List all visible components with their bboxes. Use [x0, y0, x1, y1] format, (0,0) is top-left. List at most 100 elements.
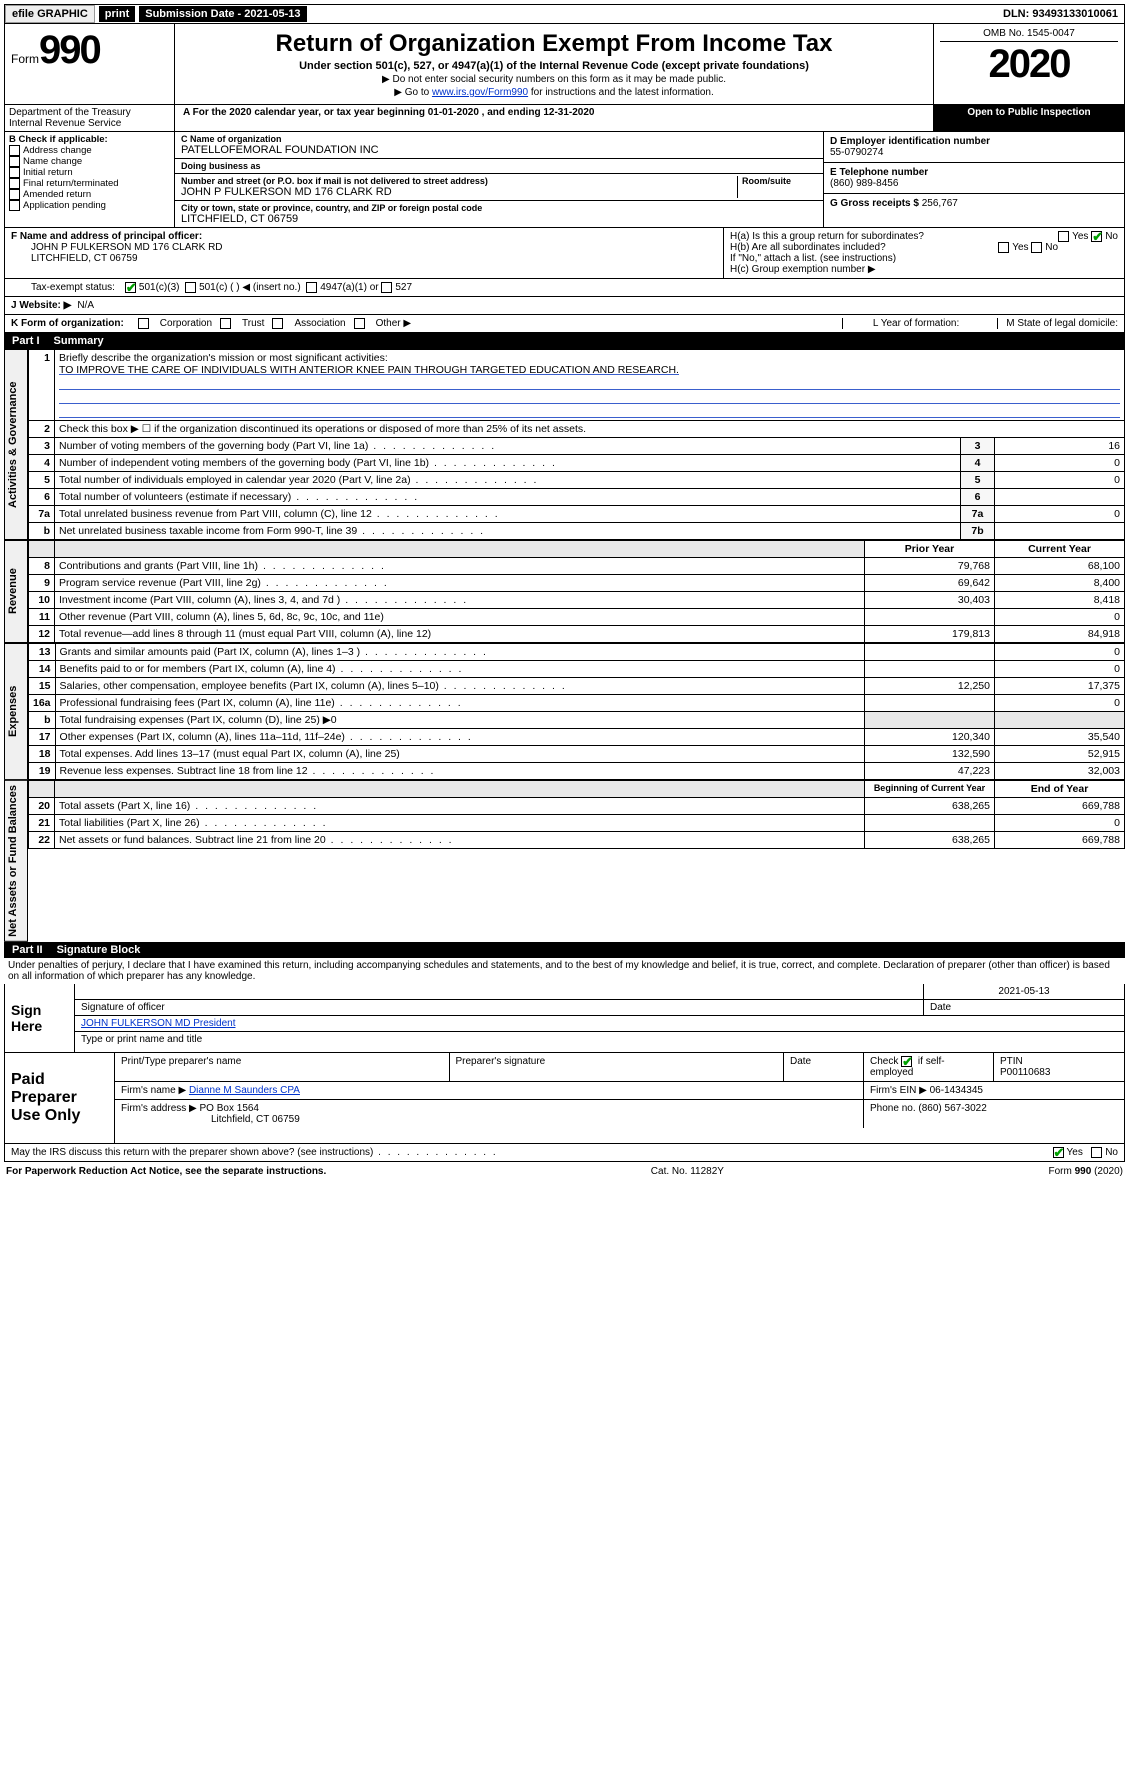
chk-ha-yes[interactable] — [1058, 231, 1069, 242]
discuss-row: May the IRS discuss this return with the… — [4, 1144, 1125, 1162]
l15-py: 12,250 — [865, 678, 995, 695]
efile-badge: efile GRAPHIC — [5, 5, 95, 23]
chk-527[interactable] — [381, 282, 392, 293]
chk-other[interactable] — [354, 318, 365, 329]
print-button[interactable]: print — [99, 6, 135, 22]
box-i: Tax-exempt status: 501(c)(3) 501(c) ( ) … — [4, 279, 1125, 297]
paid-preparer-block: Paid Preparer Use Only Print/Type prepar… — [4, 1053, 1125, 1144]
vlabel-netassets: Net Assets or Fund Balances — [4, 780, 28, 942]
chk-4947[interactable] — [306, 282, 317, 293]
ha-no: No — [1105, 231, 1118, 242]
pp-h4-pre: Check — [870, 1056, 898, 1067]
ptin-label: PTIN — [1000, 1056, 1023, 1067]
l16a-cy: 0 — [995, 695, 1125, 712]
box-i-label: Tax-exempt status: — [31, 282, 115, 293]
chk-501c[interactable] — [185, 282, 196, 293]
footer-right: Form 990 (2020) — [1049, 1166, 1123, 1177]
firm-phone-value: (860) 567-3022 — [918, 1103, 986, 1114]
tax-year: 2020 — [940, 42, 1118, 87]
chk-hb-no[interactable] — [1031, 242, 1042, 253]
section-expenses: Expenses 13Grants and similar amounts pa… — [4, 643, 1125, 780]
l4-text: Number of independent voting members of … — [55, 455, 961, 472]
sig-date-value: 2021-05-13 — [924, 984, 1124, 1000]
l9-cy: 8,400 — [995, 575, 1125, 592]
chk-initial-return[interactable] — [9, 167, 20, 178]
l15-num: 15 — [29, 678, 56, 695]
firm-name-label: Firm's name ▶ — [121, 1085, 186, 1096]
gross-value: 256,767 — [922, 198, 958, 209]
l22-text: Net assets or fund balances. Subtract li… — [55, 832, 865, 849]
part2-header: Part II Signature Block — [4, 942, 1125, 958]
firm-name-cell: Firm's name ▶ Dianne M Saunders CPA — [115, 1082, 864, 1099]
discuss-no: No — [1105, 1147, 1118, 1158]
opt-other: Other ▶ — [376, 318, 411, 329]
l4-box: 4 — [961, 455, 995, 472]
hb-no: No — [1045, 242, 1058, 253]
lbl-name-change: Name change — [23, 156, 82, 167]
l10-text: Investment income (Part VIII, column (A)… — [55, 592, 865, 609]
chk-trust[interactable] — [220, 318, 231, 329]
l17-num: 17 — [29, 729, 56, 746]
l13-num: 13 — [29, 644, 56, 661]
form-number: 990 — [39, 28, 100, 72]
city-value: LITCHFIELD, CT 06759 — [181, 213, 817, 225]
opt-527: 527 — [395, 282, 412, 293]
ein-label: D Employer identification number — [830, 136, 1118, 147]
l19-py: 47,223 — [865, 763, 995, 780]
firm-ein-cell: Firm's EIN ▶ 06-1434345 — [864, 1082, 1124, 1099]
l14-py — [865, 661, 995, 678]
l7b-text: Net unrelated business taxable income fr… — [55, 523, 961, 540]
blank-line-1 — [59, 376, 1120, 390]
lbl-initial-return: Initial return — [23, 167, 73, 178]
l22-py: 638,265 — [865, 832, 995, 849]
l2-num: 2 — [29, 421, 55, 438]
chk-amended[interactable] — [9, 189, 20, 200]
opt-trust: Trust — [242, 318, 264, 329]
chk-final-return[interactable] — [9, 178, 20, 189]
chk-ha-no[interactable] — [1091, 231, 1102, 242]
box-f-label: F Name and address of principal officer: — [11, 231, 717, 242]
l15-text: Salaries, other compensation, employee b… — [55, 678, 864, 695]
chk-discuss-yes[interactable] — [1053, 1147, 1064, 1158]
fh-row: F Name and address of principal officer:… — [4, 228, 1125, 279]
opt-4947: 4947(a)(1) or — [320, 282, 378, 293]
vlabel-revenue: Revenue — [4, 540, 28, 643]
l16b-py — [865, 712, 995, 729]
na-hdr-num — [29, 781, 55, 798]
l13-py — [865, 644, 995, 661]
l11-num: 11 — [29, 609, 55, 626]
chk-name-change[interactable] — [9, 156, 20, 167]
dba-label: Doing business as — [181, 161, 817, 171]
l7b-num: b — [29, 523, 55, 540]
sig-officer-label: Signature of officer — [75, 1000, 923, 1016]
chk-app-pending[interactable] — [9, 200, 20, 211]
l9-text: Program service revenue (Part VIII, line… — [55, 575, 865, 592]
l8-py: 79,768 — [865, 558, 995, 575]
open-to-public: Open to Public Inspection — [934, 105, 1124, 131]
hdr-prior-year: Prior Year — [865, 541, 995, 558]
chk-self-employed[interactable] — [901, 1056, 912, 1067]
blank-line-2 — [59, 390, 1120, 404]
l17-cy: 35,540 — [995, 729, 1125, 746]
l10-num: 10 — [29, 592, 55, 609]
table-revenue: Prior YearCurrent Year 8Contributions an… — [28, 540, 1125, 643]
l17-py: 120,340 — [865, 729, 995, 746]
irs-link[interactable]: www.irs.gov/Form990 — [432, 87, 528, 98]
l7a-box: 7a — [961, 506, 995, 523]
chk-discuss-no[interactable] — [1091, 1147, 1102, 1158]
l8-num: 8 — [29, 558, 55, 575]
chk-assoc[interactable] — [272, 318, 283, 329]
chk-hb-yes[interactable] — [998, 242, 1009, 253]
box-klm: K Form of organization: Corporation Trus… — [4, 315, 1125, 333]
firm-name-value[interactable]: Dianne M Saunders CPA — [189, 1085, 300, 1096]
chk-corp[interactable] — [138, 318, 149, 329]
box-b: B Check if applicable: Address change Na… — [5, 132, 175, 227]
phone-label: E Telephone number — [830, 167, 1118, 178]
chk-address-change[interactable] — [9, 145, 20, 156]
box-b-label: B Check if applicable: — [9, 134, 170, 145]
chk-501c3[interactable] — [125, 282, 136, 293]
form-header: Form990 Return of Organization Exempt Fr… — [4, 24, 1125, 105]
l3-val: 16 — [995, 438, 1125, 455]
note2-pre: ▶ Go to — [394, 87, 432, 98]
box-deg: D Employer identification number 55-0790… — [824, 132, 1124, 227]
